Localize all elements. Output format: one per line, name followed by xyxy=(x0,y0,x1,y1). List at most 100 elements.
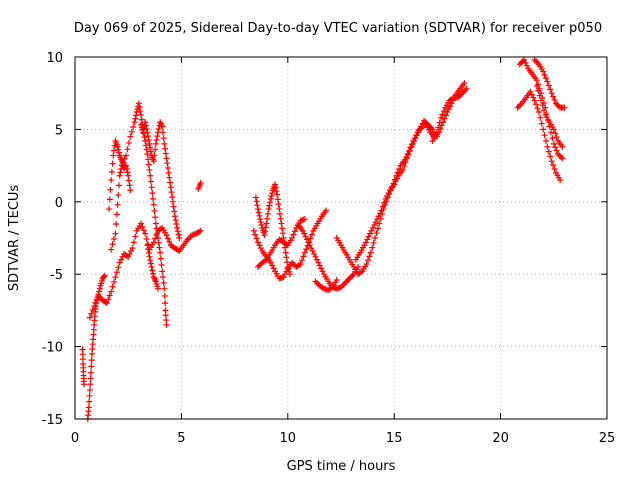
data-point xyxy=(95,292,102,299)
data-point xyxy=(130,239,137,246)
data-point xyxy=(148,184,155,191)
data-point xyxy=(264,210,271,217)
data-point xyxy=(120,159,127,166)
data-point xyxy=(365,233,372,240)
data-point xyxy=(262,228,269,235)
data-point xyxy=(373,230,380,237)
data-point xyxy=(548,158,555,165)
data-point xyxy=(340,281,347,288)
y-tick-label: 5 xyxy=(55,123,63,138)
data-point xyxy=(103,300,110,307)
data-point xyxy=(106,196,113,203)
data-point xyxy=(111,235,118,242)
data-point xyxy=(109,160,116,167)
data-point xyxy=(542,137,549,144)
data-point xyxy=(282,249,289,256)
data-point xyxy=(440,108,447,115)
data-point xyxy=(346,275,353,282)
data-point xyxy=(405,151,412,158)
data-point xyxy=(269,190,276,197)
data-point xyxy=(323,207,330,214)
data-point xyxy=(155,125,162,132)
data-point xyxy=(436,119,443,126)
data-point xyxy=(124,169,131,176)
data-point xyxy=(301,230,308,237)
data-point xyxy=(87,369,94,376)
x-tick-labels: 0 5 10 15 20 25 xyxy=(71,431,615,446)
data-point xyxy=(176,235,183,241)
x-tick-label: 0 xyxy=(71,431,79,446)
data-point xyxy=(315,259,322,266)
data-point xyxy=(96,285,103,292)
data-point xyxy=(311,250,318,257)
data-point xyxy=(545,82,552,89)
data-point xyxy=(88,310,95,317)
data-point xyxy=(138,116,145,123)
data-point xyxy=(150,195,157,202)
data-point xyxy=(151,152,158,159)
data-point xyxy=(132,233,139,240)
y-tick-label: 0 xyxy=(55,196,63,211)
data-point xyxy=(85,404,92,411)
data-point xyxy=(559,155,566,162)
data-point xyxy=(266,202,273,209)
data-point xyxy=(108,288,115,295)
data-point xyxy=(540,68,547,75)
data-point xyxy=(106,206,113,213)
data-point xyxy=(164,165,171,172)
data-point xyxy=(290,231,297,238)
data-point xyxy=(252,194,259,201)
data-point xyxy=(133,109,140,116)
data-point xyxy=(142,142,149,149)
data-point xyxy=(172,213,179,220)
data-point xyxy=(159,268,166,275)
x-tick-label: 5 xyxy=(177,431,185,446)
data-point xyxy=(159,123,166,130)
data-point xyxy=(301,216,308,223)
data-point xyxy=(86,387,93,394)
data-point xyxy=(156,244,163,251)
x-tick-label: 10 xyxy=(280,431,297,446)
data-point xyxy=(298,257,305,264)
y-tick-label: 10 xyxy=(46,51,63,66)
data-point xyxy=(145,161,152,168)
data-point xyxy=(123,165,130,172)
data-point xyxy=(462,87,469,94)
data-point xyxy=(367,230,374,237)
data-point xyxy=(531,97,538,104)
data-point xyxy=(147,257,154,264)
y-tick-label: -15 xyxy=(42,413,63,428)
data-point xyxy=(319,268,326,275)
data-point xyxy=(555,103,562,110)
data-point xyxy=(289,235,296,241)
data-point xyxy=(159,129,166,136)
data-point xyxy=(381,199,388,206)
data-point xyxy=(108,168,115,175)
data-point xyxy=(116,172,123,179)
data-point xyxy=(261,232,268,239)
data-point xyxy=(108,177,115,184)
data-point xyxy=(147,178,154,185)
data-point xyxy=(255,209,262,216)
data-point xyxy=(255,206,262,213)
data-point xyxy=(142,122,149,129)
data-point xyxy=(87,381,94,388)
data-point xyxy=(170,203,177,210)
series-arc-b xyxy=(84,272,108,422)
data-point xyxy=(153,137,160,144)
data-point xyxy=(274,196,281,203)
data-point xyxy=(533,101,540,108)
data-point xyxy=(130,123,137,130)
data-point xyxy=(533,58,540,65)
data-point xyxy=(367,249,374,256)
data-point xyxy=(257,245,264,252)
y-tick-labels: -15 -10 -5 0 5 10 xyxy=(42,51,63,428)
data-point xyxy=(143,125,150,132)
data-point xyxy=(96,288,103,295)
data-point xyxy=(345,276,352,283)
data-point xyxy=(517,101,524,108)
data-point xyxy=(277,215,284,222)
data-point xyxy=(257,219,264,226)
data-point xyxy=(541,71,548,78)
